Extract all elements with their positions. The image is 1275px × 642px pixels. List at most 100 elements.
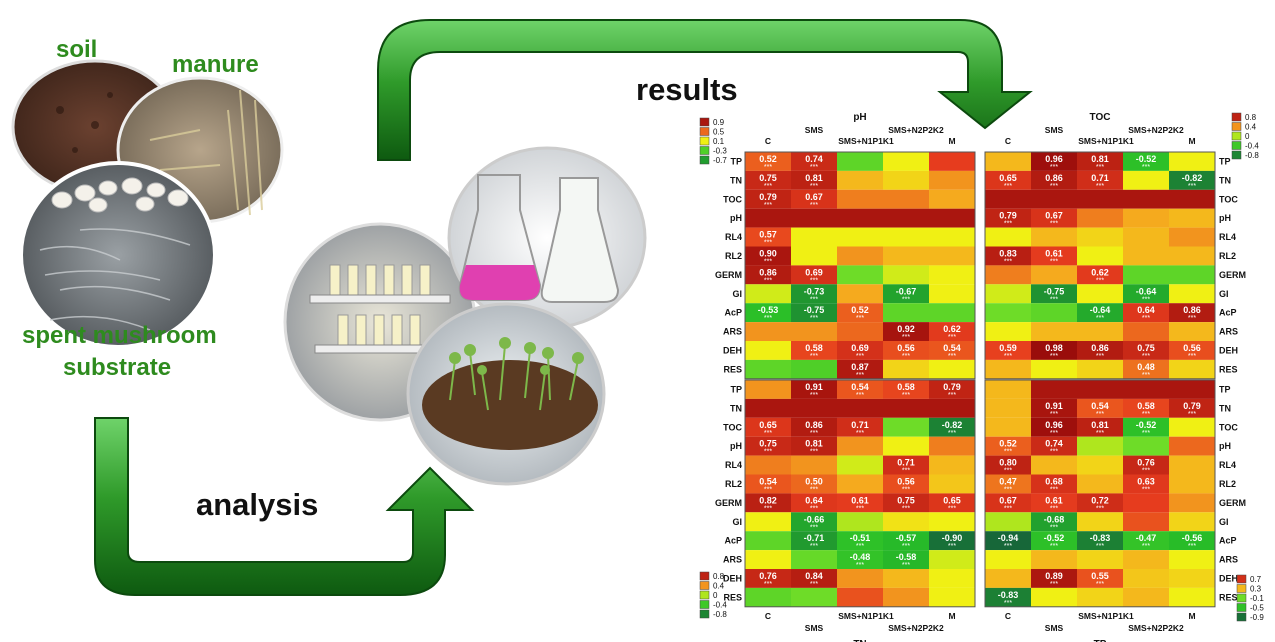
cell-value-label: 0.52 bbox=[759, 154, 777, 164]
heatmap-cell bbox=[1169, 531, 1215, 551]
row-label: DEH bbox=[1219, 573, 1238, 583]
cell-value-label: -0.52 bbox=[1136, 420, 1157, 430]
heatmap-cell bbox=[883, 208, 929, 228]
heatmap-cell bbox=[791, 531, 837, 551]
row-label: TP bbox=[730, 384, 742, 394]
heatmap-cell bbox=[1077, 569, 1123, 588]
row-label: GI bbox=[1219, 289, 1229, 299]
cell-value-label: 0.79 bbox=[943, 382, 961, 392]
heatmap-cell bbox=[883, 436, 929, 456]
cell-value-label: 0.90 bbox=[759, 249, 777, 259]
row-label: RL4 bbox=[1219, 460, 1236, 470]
heatmap-cell bbox=[791, 569, 837, 588]
cell-value-label: 0.48 bbox=[1137, 362, 1155, 372]
heatmap-cell bbox=[1031, 474, 1077, 494]
cell-value-label: 0.58 bbox=[1137, 401, 1155, 411]
cell-value-label: 0.54 bbox=[943, 343, 961, 353]
significance-mark: *** bbox=[810, 183, 818, 190]
significance-mark: *** bbox=[948, 505, 956, 512]
significance-mark: *** bbox=[856, 430, 864, 437]
heatmap-cell bbox=[883, 322, 929, 341]
row-label: GERM bbox=[715, 498, 742, 508]
heatmap-cell bbox=[745, 170, 791, 190]
significance-mark: *** bbox=[856, 372, 864, 379]
heatmap-cell bbox=[791, 455, 837, 475]
heatmap-cell bbox=[791, 493, 837, 513]
cell-value-label: -0.47 bbox=[1136, 533, 1157, 543]
significance-mark: *** bbox=[1004, 183, 1012, 190]
heatmap-cell bbox=[837, 436, 883, 456]
heatmap-cell bbox=[985, 341, 1031, 360]
column-label: M bbox=[1188, 136, 1195, 146]
heatmap-cell bbox=[985, 569, 1031, 588]
heatmap-cell bbox=[929, 341, 975, 360]
heatmap-cell bbox=[745, 550, 791, 569]
cell-value-label: -0.52 bbox=[1044, 533, 1065, 543]
heatmap-cell bbox=[745, 531, 791, 551]
significance-mark: *** bbox=[1004, 543, 1012, 550]
cell-value-label: -0.71 bbox=[804, 533, 825, 543]
significance-mark: *** bbox=[1142, 296, 1150, 303]
cell-value-label: 0.86 bbox=[759, 267, 777, 277]
heatmap-cell bbox=[791, 246, 837, 266]
heatmap-cell bbox=[1031, 455, 1077, 475]
cell-value-label: 0.71 bbox=[1091, 173, 1109, 183]
cell-value-label: 0.75 bbox=[759, 439, 777, 449]
row-label: TP bbox=[730, 156, 742, 166]
significance-mark: *** bbox=[764, 449, 772, 456]
significance-mark: *** bbox=[902, 296, 910, 303]
row-label: RL4 bbox=[725, 232, 742, 242]
column-label: M bbox=[948, 611, 955, 621]
significance-mark: *** bbox=[810, 392, 818, 399]
heatmap-cell bbox=[1123, 152, 1169, 171]
heatmap-cell bbox=[1077, 436, 1123, 456]
row-label: RES bbox=[1219, 364, 1238, 374]
cell-value-label: -0.53 bbox=[758, 305, 779, 315]
heatmap-cell bbox=[745, 359, 791, 379]
heatmap-cell bbox=[1077, 227, 1123, 247]
heatmap-cell bbox=[883, 398, 929, 418]
heatmap-cell bbox=[1123, 246, 1169, 266]
heatmap-cell bbox=[1031, 436, 1077, 456]
heatmap-cell bbox=[791, 284, 837, 304]
heatmap-cell bbox=[745, 569, 791, 588]
heatmap-cell bbox=[1169, 474, 1215, 494]
row-label: RES bbox=[723, 592, 742, 602]
significance-mark: *** bbox=[810, 430, 818, 437]
significance-mark: *** bbox=[1096, 430, 1104, 437]
heatmap-cell bbox=[837, 417, 883, 437]
heatmap-cell bbox=[929, 284, 975, 304]
flasks-photo bbox=[447, 146, 647, 330]
heatmap-cell bbox=[1031, 398, 1077, 418]
heatmap-cell bbox=[883, 170, 929, 190]
legend-swatch bbox=[1236, 612, 1247, 622]
heatmap-cell bbox=[1169, 246, 1215, 266]
heatmap-cell bbox=[1077, 208, 1123, 228]
heatmap-cell bbox=[837, 303, 883, 323]
column-label: SMS+N1P1K1 bbox=[1078, 611, 1134, 621]
significance-mark: *** bbox=[1004, 468, 1012, 475]
legend-label: -0.7 bbox=[713, 156, 727, 165]
significance-mark: *** bbox=[764, 430, 772, 437]
heatmap-cell bbox=[837, 284, 883, 304]
row-label: ARS bbox=[1219, 327, 1238, 337]
row-label: TP bbox=[1219, 384, 1231, 394]
legend-label: 0 bbox=[713, 591, 718, 600]
heatmap-cell bbox=[985, 152, 1031, 171]
heatmap-cell bbox=[1169, 227, 1215, 247]
heatmap-cell bbox=[929, 170, 975, 190]
cell-value-label: 0.55 bbox=[1091, 571, 1109, 581]
cell-value-label: -0.68 bbox=[1044, 514, 1065, 524]
heatmap-cell bbox=[837, 227, 883, 247]
significance-mark: *** bbox=[1142, 164, 1150, 171]
heatmap-cell bbox=[1031, 208, 1077, 228]
heatmap-cell bbox=[837, 455, 883, 475]
significance-mark: *** bbox=[764, 505, 772, 512]
cell-value-label: 0.50 bbox=[805, 477, 823, 487]
heatmap-cell bbox=[1123, 455, 1169, 475]
cell-value-label: -0.52 bbox=[1136, 154, 1157, 164]
cell-value-label: 0.75 bbox=[1137, 343, 1155, 353]
row-label: GI bbox=[1219, 517, 1229, 527]
heatmap-cell bbox=[837, 493, 883, 513]
heatmap-cell bbox=[1031, 569, 1077, 588]
